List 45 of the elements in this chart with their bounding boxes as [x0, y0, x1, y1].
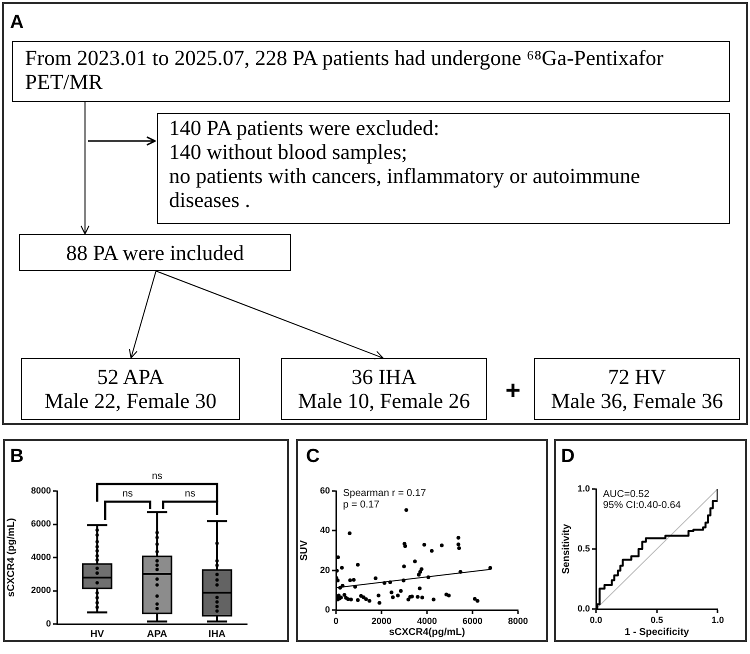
y-tick-label: 20 [320, 564, 330, 575]
annotation: ns [122, 488, 133, 500]
x-tick-label: APA [146, 628, 168, 640]
y-tick-label: 6000 [30, 518, 51, 529]
x-tick-label: 2000 [371, 616, 392, 626]
text: + [505, 375, 521, 405]
x-tick-label: 8000 [508, 616, 528, 626]
y-tick-label: 60 [320, 485, 330, 496]
text: 36 IHA Male 10, Female 26 [298, 365, 470, 413]
text: 52 APA Male 22, Female 30 [44, 365, 216, 413]
annotation: ns [184, 488, 196, 500]
y-axis-title: SUV [298, 540, 310, 561]
annotation: p = 0.17 [343, 500, 380, 510]
chart-title: C [306, 446, 320, 467]
x-tick-label: 6000 [462, 616, 483, 626]
y-tick-label: 1.0 [577, 483, 590, 494]
y-tick-label: 0.0 [577, 603, 590, 614]
text: ns [152, 471, 162, 482]
text: A [10, 12, 24, 33]
x-tick-label: 0 [333, 616, 339, 626]
text: 140 PA patients were excluded: 140 without blood samples; no patients with cancers, inflammatory or autoimmune diseases . [169, 116, 640, 212]
x-tick-label: 4000 [416, 616, 438, 626]
chart-title: B [10, 446, 24, 467]
x-tick-label: 0.5 [650, 614, 664, 625]
y-axis-title: sCXCR4 (pg/mL) [6, 518, 17, 597]
chart-title: D [561, 446, 575, 467]
x-tick-label: HV [90, 628, 104, 640]
y-tick-label: 0.5 [577, 543, 590, 554]
x-tick-label: 0.0 [590, 614, 602, 625]
y-tick-label: 2000 [30, 585, 51, 596]
x-axis-title: 1 - Specificity [624, 626, 690, 638]
y-tick-label: 0 [324, 604, 330, 614]
annotation: 95% CI:0.40-0.64 [603, 500, 682, 511]
text: 88 PA were included [66, 240, 244, 264]
x-tick-label: 1.0 [711, 614, 724, 625]
y-tick-label: 8000 [30, 485, 51, 496]
text: From 2023.01 to 2025.07, 228 PA patients had undergone ⁶⁸Ga-Pentixafor PET/MR [25, 46, 664, 94]
annotation: AUC=0.52 [603, 489, 650, 500]
y-axis-title: Sensitivity [560, 524, 572, 574]
annotation: Spearman r = 0.17 [343, 488, 427, 499]
text: 72 HV Male 36, Female 36 [551, 365, 723, 413]
x-tick-label: IHA [208, 628, 226, 640]
y-tick-label: 4000 [30, 552, 51, 562]
x-axis-title: sCXCR4(pg/mL) [388, 626, 466, 638]
y-tick-label: 40 [320, 525, 330, 536]
